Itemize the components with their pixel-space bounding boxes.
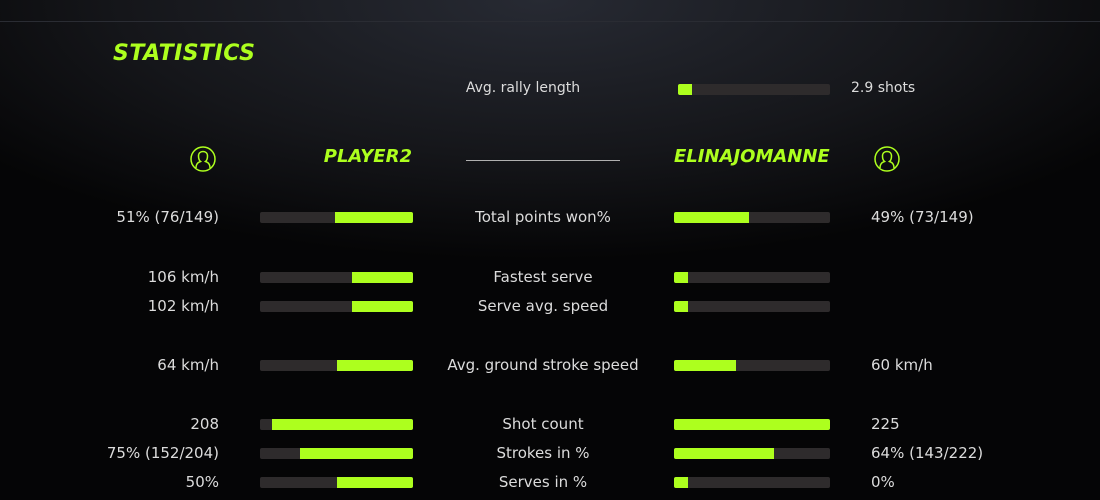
stat-right-bar — [674, 212, 830, 223]
stat-left-bar — [260, 360, 413, 371]
stat-left-value: 50% — [185, 473, 219, 491]
stat-right-bar — [674, 419, 830, 430]
stat-right-bar-fill — [674, 301, 689, 312]
stat-right-bar — [674, 448, 830, 459]
rally-bar-fill — [678, 84, 692, 95]
stat-right-bar-fill — [674, 448, 774, 459]
stat-right-value: 0% — [871, 473, 895, 491]
stat-left-bar — [260, 477, 413, 488]
stat-left-value: 75% (152/204) — [106, 444, 219, 462]
stat-left-value: 102 km/h — [147, 297, 219, 315]
stat-left-value: 51% (76/149) — [116, 208, 219, 226]
stat-left-bar-fill — [299, 448, 413, 459]
stat-left-bar — [260, 272, 413, 283]
left-player-name: PLAYER2 — [323, 146, 412, 167]
stat-left-bar-fill — [334, 212, 413, 223]
stat-label: Strokes in % — [496, 444, 590, 462]
stat-label: Avg. ground stroke speed — [447, 356, 639, 374]
user-circle-icon — [190, 146, 216, 172]
stat-label: Total points won% — [475, 208, 611, 226]
stat-right-bar — [674, 477, 830, 488]
stat-label: Serves in % — [498, 473, 588, 491]
stat-left-bar-fill — [351, 301, 413, 312]
stat-right-value: 225 — [871, 415, 900, 433]
page-title: STATISTICS — [113, 41, 256, 66]
stat-left-bar — [260, 212, 413, 223]
stat-left-bar — [260, 301, 413, 312]
stat-left-bar-fill — [272, 419, 413, 430]
stat-right-bar — [674, 272, 830, 283]
right-player-name: ELINAJOMANNE — [674, 146, 830, 167]
stat-right-bar-fill — [674, 360, 737, 371]
stat-left-bar-fill — [336, 477, 413, 488]
user-circle-icon — [874, 146, 900, 172]
stat-right-bar — [674, 301, 830, 312]
stat-right-bar-fill — [674, 477, 689, 488]
stat-right-bar-fill — [674, 272, 689, 283]
stat-label: Fastest serve — [493, 268, 593, 286]
stat-right-bar — [674, 360, 830, 371]
stat-left-bar — [260, 448, 413, 459]
stat-right-value: 49% (73/149) — [871, 208, 974, 226]
rally-label: Avg. rally length — [465, 80, 581, 96]
rally-value: 2.9 shots — [851, 80, 916, 96]
header-divider — [466, 160, 620, 161]
stat-left-value: 208 — [190, 415, 219, 433]
stat-left-bar-fill — [351, 272, 413, 283]
stat-right-value: 60 km/h — [871, 356, 933, 374]
stat-right-bar-fill — [674, 212, 749, 223]
stat-right-value: 64% (143/222) — [871, 444, 984, 462]
top-divider — [0, 21, 1100, 22]
rally-bar — [678, 84, 830, 95]
stat-left-bar-fill — [336, 360, 413, 371]
stat-left-value: 106 km/h — [147, 268, 219, 286]
stat-right-bar-fill — [674, 419, 830, 430]
stat-label: Shot count — [502, 415, 584, 433]
stat-left-value: 64 km/h — [157, 356, 219, 374]
stat-label: Serve avg. speed — [477, 297, 609, 315]
stat-left-bar — [260, 419, 413, 430]
